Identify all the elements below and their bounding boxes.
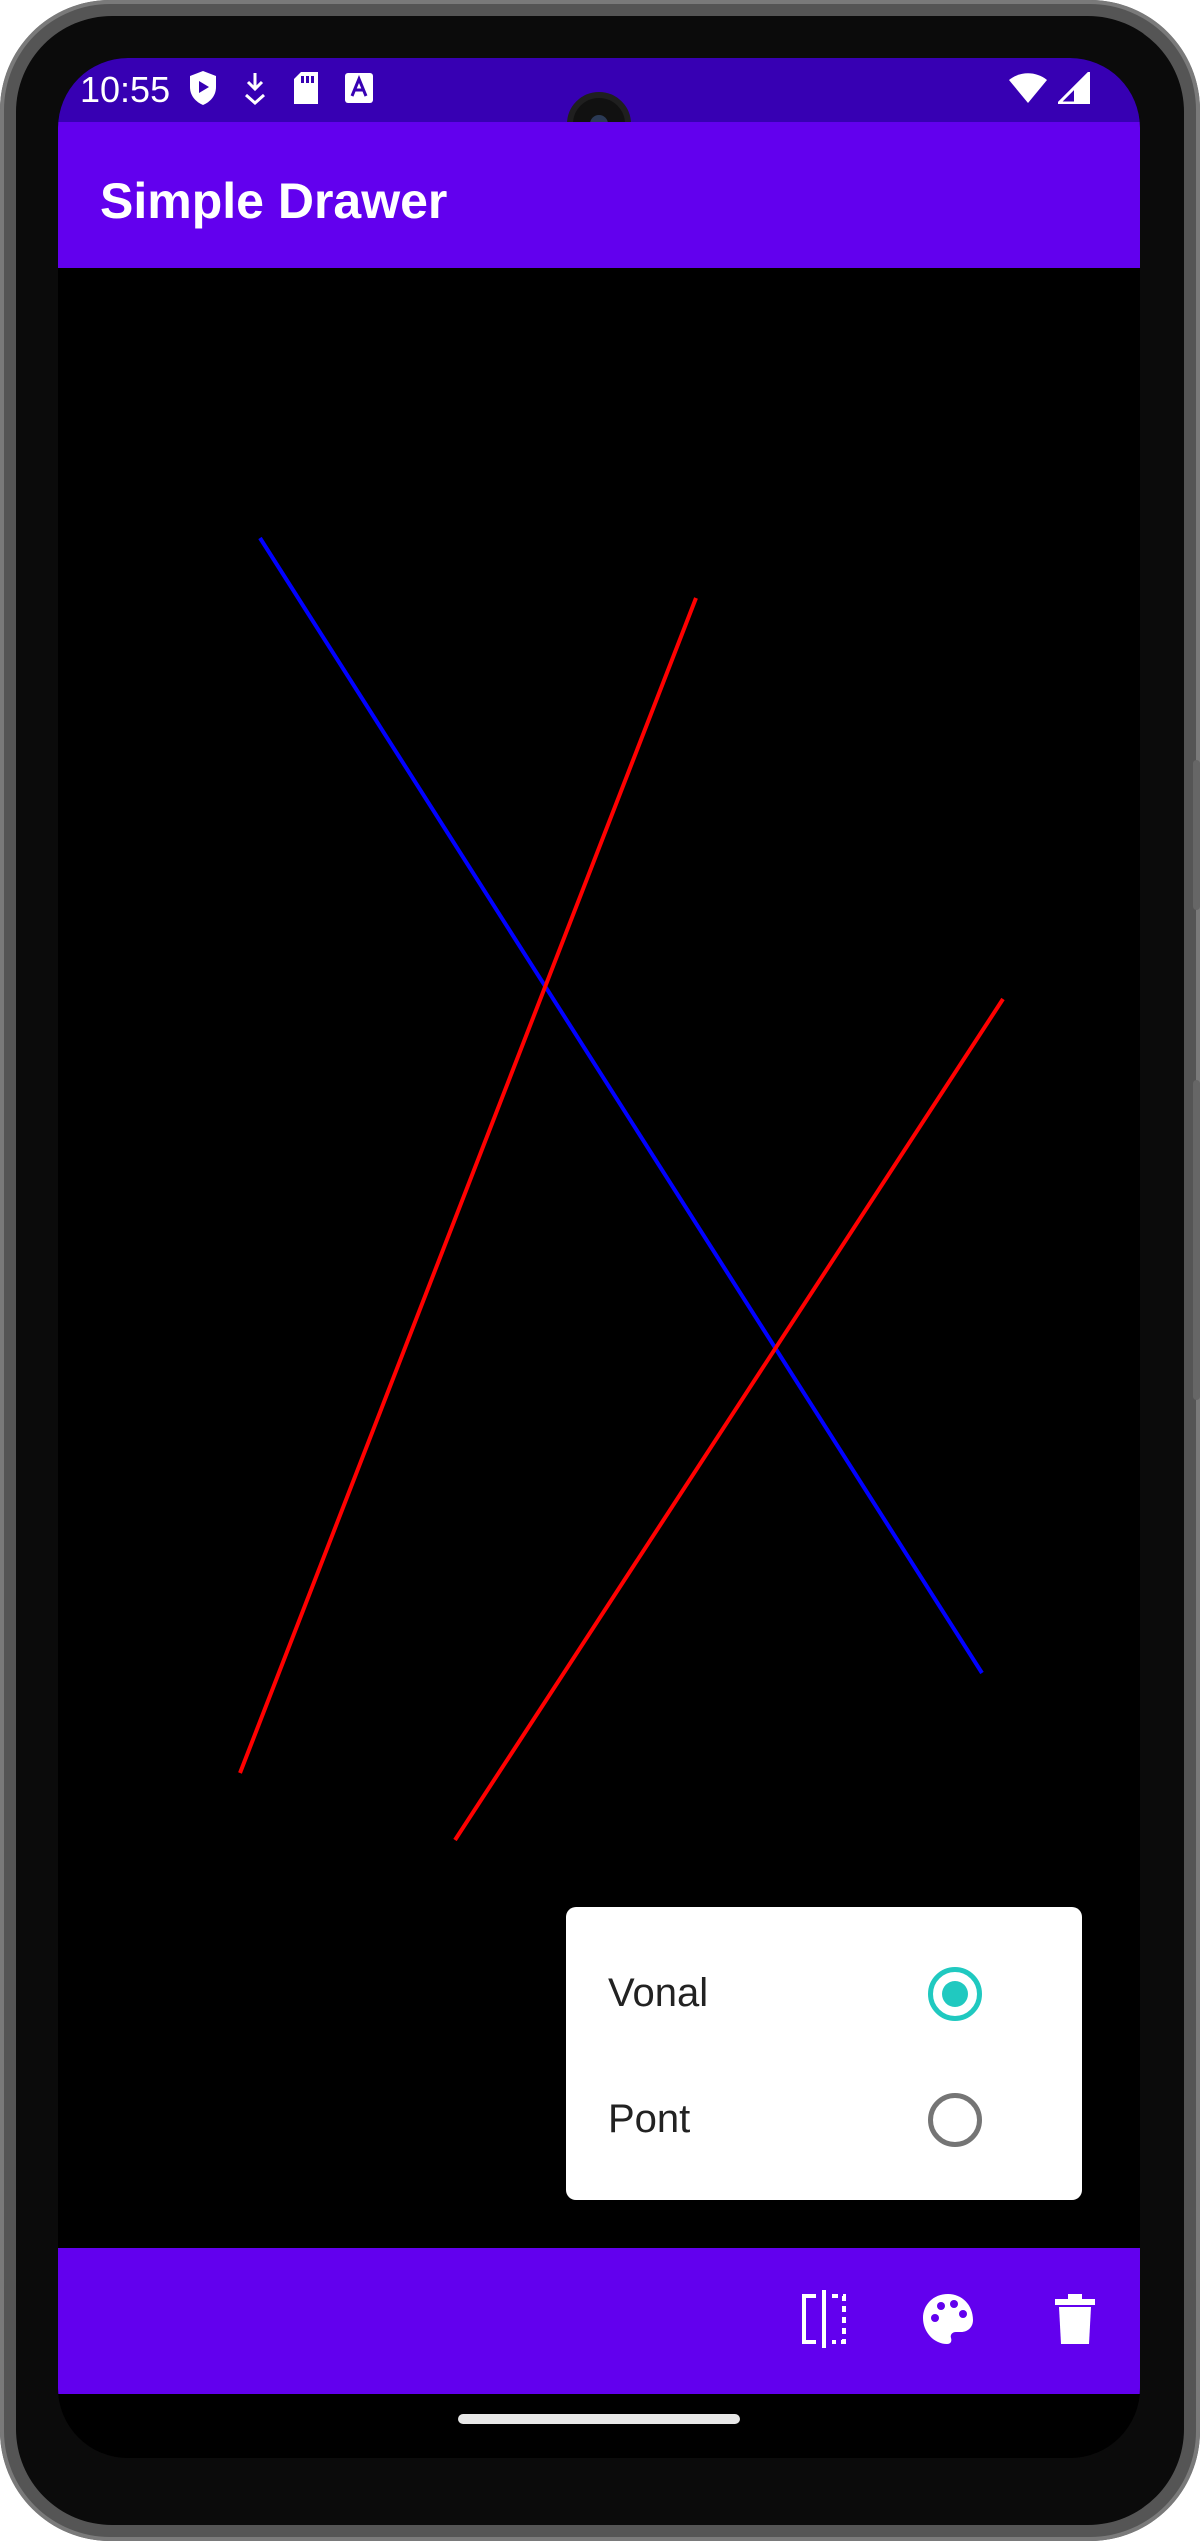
home-gesture-pill[interactable] <box>458 2414 740 2424</box>
bottom-bar <box>58 2248 1140 2394</box>
palette-button[interactable] <box>912 2285 984 2357</box>
flip-button[interactable] <box>788 2285 860 2357</box>
drawn-line-blue <box>258 536 984 1675</box>
sd-card-icon <box>292 71 320 110</box>
radio-vonal[interactable] <box>928 1967 982 2021</box>
app-title: Simple Drawer <box>100 173 448 229</box>
popup-item-vonal[interactable]: Vonal <box>566 1931 1082 2057</box>
volume-button <box>1193 1080 1200 1400</box>
drawing-svg <box>238 536 1005 1842</box>
radio-pont[interactable] <box>928 2093 982 2147</box>
popup-item-pont[interactable]: Pont <box>566 2057 1082 2183</box>
popup-item-label: Pont <box>608 2097 691 2141</box>
navigation-bar <box>58 2394 1140 2458</box>
mode-popup-menu: Vonal Pont <box>566 1907 1082 2200</box>
status-icons-right <box>1008 68 1091 110</box>
flip-icon <box>798 2289 850 2353</box>
status-time: 10:55 <box>80 69 171 110</box>
drawn-line-red-2 <box>453 997 1005 1842</box>
download-icon <box>242 71 268 110</box>
side-button <box>1193 760 1200 910</box>
shield-icon <box>188 70 218 111</box>
wifi-icon <box>1008 72 1048 109</box>
app-bar: Simple Drawer <box>58 122 1140 268</box>
trash-icon <box>1053 2293 1097 2350</box>
popup-item-label: Vonal <box>608 1971 709 2015</box>
palette-icon <box>921 2292 975 2351</box>
status-icons-left <box>188 68 374 112</box>
text-icon <box>344 72 374 109</box>
status-bar: 10:55 <box>58 58 1140 122</box>
delete-button[interactable] <box>1039 2285 1111 2357</box>
drawn-line-red-1 <box>238 597 698 1774</box>
signal-icon <box>1055 68 1091 109</box>
